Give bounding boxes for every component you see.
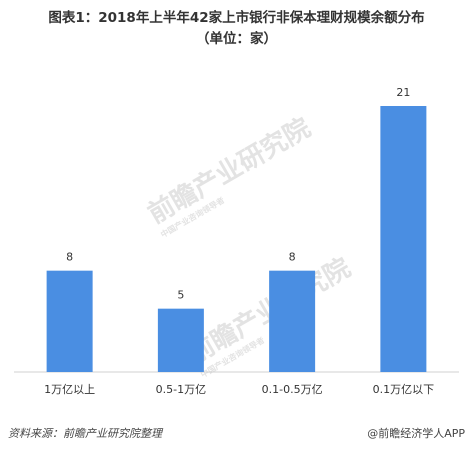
bar [157, 308, 204, 372]
data-label: 5 [177, 289, 184, 302]
bar [46, 270, 93, 372]
x-tick-label: 1万亿以上 [44, 383, 95, 396]
brand-label: @前瞻经济学人APP [367, 427, 465, 440]
x-tick-label: 0.1万亿以下 [373, 383, 435, 396]
data-label: 8 [66, 251, 73, 264]
chart-title-main: 图表1：2018年上半年42家上市银行非保本理财规模余额分布 [48, 10, 425, 26]
x-tick-label: 0.5-1万亿 [156, 383, 206, 396]
bar [269, 270, 316, 372]
chart-subtitle: （单位：家） [196, 31, 277, 47]
data-label: 8 [289, 251, 296, 264]
data-label: 21 [396, 86, 410, 99]
x-tick-label: 0.1-0.5万亿 [262, 383, 323, 396]
chart-title: 图表1：2018年上半年42家上市银行非保本理财规模余额分布 （单位：家） [0, 8, 473, 50]
source-note: 资料来源：前瞻产业研究院整理 [8, 427, 162, 440]
bar [380, 106, 427, 372]
